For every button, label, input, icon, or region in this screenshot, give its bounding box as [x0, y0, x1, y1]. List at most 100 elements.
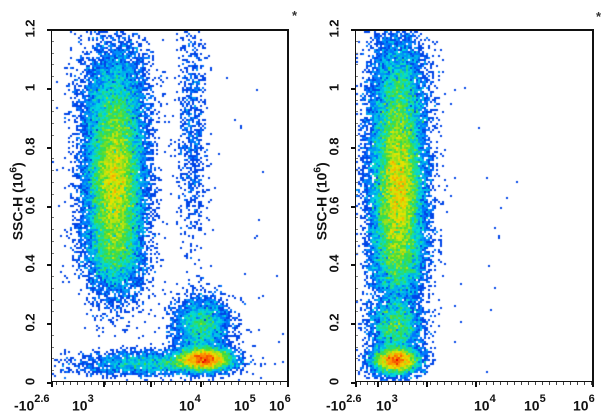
x-minor-tick	[360, 382, 361, 385]
y-minor-tick	[52, 134, 54, 136]
x-minor-tick	[266, 382, 267, 385]
y-tick-label: 0.4	[22, 254, 38, 273]
x-tick-mark	[287, 382, 289, 387]
x-minor-tick	[472, 382, 473, 385]
y-minor-tick	[356, 287, 358, 289]
x-minor-tick	[521, 382, 522, 385]
x-minor-tick	[168, 382, 169, 385]
y-tick-label: 0.2	[22, 313, 38, 332]
x-minor-tick	[63, 382, 64, 385]
y-minor-tick	[52, 299, 54, 301]
y-minor-tick	[356, 158, 358, 160]
y-minor-tick	[52, 370, 54, 372]
y-tick-label: 0.8	[326, 137, 342, 156]
y-minor-tick	[356, 40, 358, 42]
y-minor-tick	[356, 99, 358, 101]
x-tick-mark	[150, 382, 152, 387]
y-minor-tick	[52, 52, 54, 54]
x-minor-tick	[381, 382, 382, 385]
x-minor-tick	[175, 382, 176, 385]
y-tick-mark	[47, 323, 51, 326]
y-minor-tick	[52, 276, 54, 278]
x-minor-tick	[451, 382, 452, 385]
y-minor-tick	[52, 311, 54, 313]
x-minor-tick	[98, 382, 99, 385]
y-tick-mark	[47, 87, 51, 90]
y-tick-label: 0.4	[326, 254, 342, 273]
y-minor-tick	[52, 123, 54, 125]
annotation-asterisk: *	[596, 9, 602, 24]
x-minor-tick	[154, 382, 155, 385]
x-minor-tick	[210, 382, 211, 385]
x-minor-tick	[70, 382, 71, 385]
y-minor-tick	[356, 193, 358, 195]
x-tick-mark	[475, 382, 477, 387]
x-minor-tick	[507, 382, 508, 385]
y-minor-tick	[356, 181, 358, 183]
x-minor-tick	[500, 382, 501, 385]
y-tick-mark	[351, 146, 355, 149]
x-minor-tick	[280, 382, 281, 385]
x-minor-tick	[91, 382, 92, 385]
x-minor-tick	[493, 382, 494, 385]
y-tick-label: 0.6	[326, 195, 342, 215]
x-minor-tick	[591, 382, 592, 385]
x-tick-mark	[592, 382, 594, 387]
density-scatter	[356, 31, 592, 381]
x-tick-mark	[103, 382, 105, 387]
y-minor-tick	[52, 99, 54, 101]
y-minor-tick	[356, 170, 358, 172]
y-minor-tick	[356, 240, 358, 242]
x-tick-label: -102.6	[14, 393, 50, 414]
y-minor-tick	[356, 52, 358, 54]
x-tick-label: 104	[179, 393, 201, 414]
y-minor-tick	[52, 158, 54, 160]
y-tick-label: 0	[326, 377, 342, 386]
x-minor-tick	[388, 382, 389, 385]
plot-area	[51, 29, 289, 382]
x-tick-mark	[377, 382, 379, 387]
x-minor-tick	[570, 382, 571, 385]
x-minor-tick	[542, 382, 543, 385]
x-minor-tick	[203, 382, 204, 385]
y-tick-label: 1	[326, 83, 342, 91]
y-tick-mark	[47, 382, 51, 384]
x-minor-tick	[112, 382, 113, 385]
x-minor-tick	[374, 382, 375, 385]
x-minor-tick	[584, 382, 585, 385]
x-minor-tick	[77, 382, 78, 385]
y-minor-tick	[356, 334, 358, 336]
x-minor-tick	[273, 382, 274, 385]
x-minor-tick	[367, 382, 368, 385]
y-minor-tick	[52, 252, 54, 254]
x-minor-tick	[458, 382, 459, 385]
x-tick-label: 106	[269, 393, 291, 414]
y-minor-tick	[356, 134, 358, 136]
x-tick-label: 106	[573, 393, 595, 414]
density-scatter	[52, 31, 287, 381]
y-minor-tick	[356, 64, 358, 66]
y-minor-tick	[356, 346, 358, 348]
x-minor-tick	[514, 382, 515, 385]
y-tick-label: 0.8	[22, 137, 38, 156]
y-minor-tick	[356, 76, 358, 78]
y-minor-tick	[52, 181, 54, 183]
y-tick-mark	[47, 29, 51, 31]
x-minor-tick	[465, 382, 466, 385]
y-tick-mark	[47, 264, 51, 267]
x-minor-tick	[577, 382, 578, 385]
plot-area	[355, 29, 594, 382]
y-tick-mark	[351, 87, 355, 90]
y-tick-mark	[351, 323, 355, 326]
y-minor-tick	[356, 252, 358, 254]
x-minor-tick	[528, 382, 529, 385]
y-tick-label: 1.2	[22, 19, 38, 38]
y-minor-tick	[356, 217, 358, 219]
x-minor-tick	[563, 382, 564, 385]
y-minor-tick	[52, 346, 54, 348]
x-tick-mark	[200, 382, 202, 387]
y-minor-tick	[52, 358, 54, 360]
x-minor-tick	[238, 382, 239, 385]
x-minor-tick	[423, 382, 424, 385]
x-minor-tick	[140, 382, 141, 385]
